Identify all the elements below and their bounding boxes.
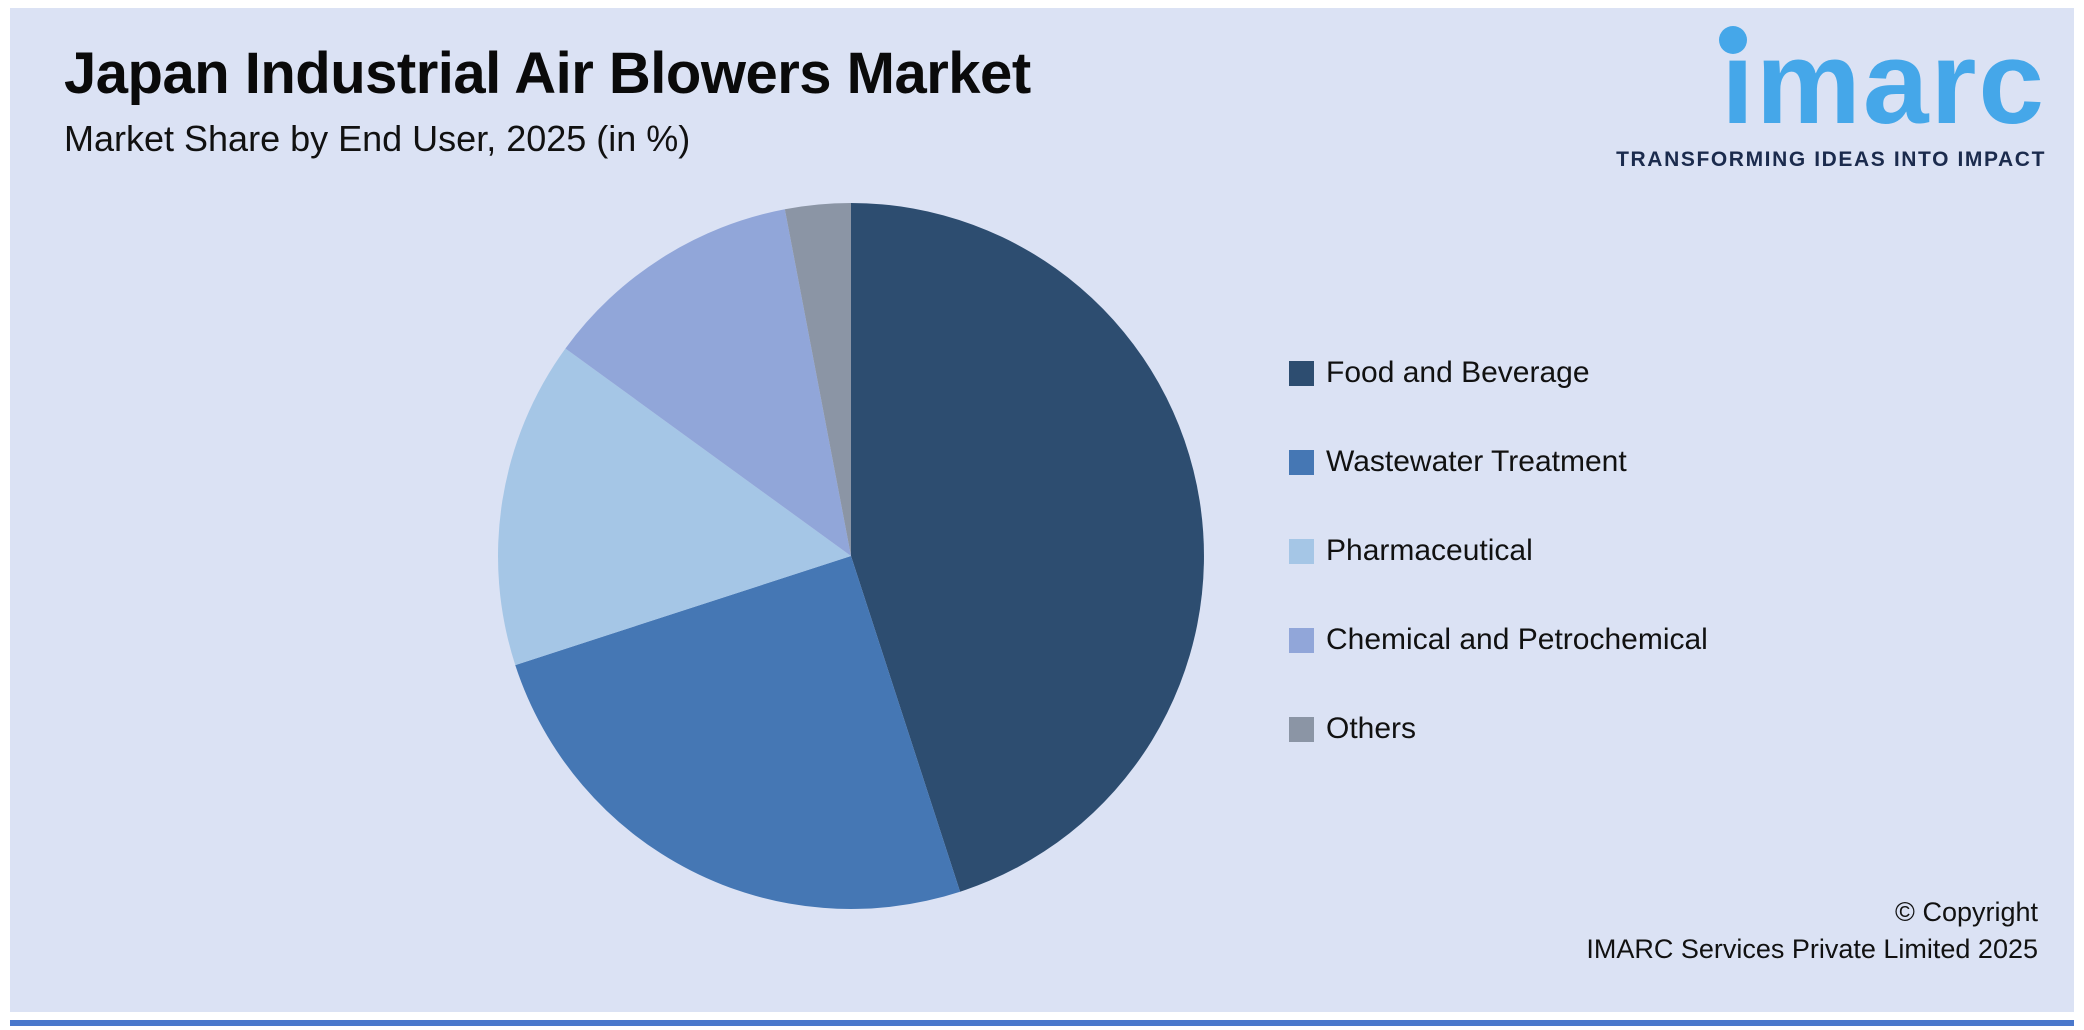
pie-chart [498,203,1204,909]
legend-label-chemical-and-petrochemical: Chemical and Petrochemical [1326,623,1708,656]
legend-item-chemical-and-petrochemical: Chemical and Petrochemical [1289,623,1708,657]
logo-dot-icon [1719,26,1748,54]
pie-slice-others [784,203,851,556]
legend-label-food-and-beverage: Food and Beverage [1326,356,1590,389]
legend-swatch-chemical-and-petrochemical [1289,627,1314,653]
legend-label-others: Others [1326,712,1417,745]
pie-slice-food-and-beverage [851,203,1204,892]
chart-legend: Food and Beverage Wastewater Treatment P… [1289,356,1708,746]
pie-slice-wastewater-treatment [515,556,961,909]
pie-chart-container [498,203,1204,909]
legend-swatch-food-and-beverage [1289,360,1314,386]
legend-item-food-and-beverage: Food and Beverage [1289,356,1708,390]
pie-slice-chemical-and-petrochemical [565,209,851,556]
pie-slice-pharmaceutical [498,348,851,666]
legend-item-pharmaceutical: Pharmaceutical [1289,534,1708,568]
legend-swatch-wastewater-treatment [1289,449,1314,475]
legend-item-wastewater-treatment: Wastewater Treatment [1289,445,1708,479]
logo-brand-text: ımarc [1719,24,2046,142]
bottom-accent-line [10,1020,2074,1026]
legend-swatch-others [1289,716,1314,742]
legend-item-others: Others [1289,712,1708,746]
content-panel: Japan Industrial Air Blowers Market Mark… [10,8,2074,1012]
logo-brand-letters: ımarc [1721,17,2046,149]
copyright-notice: © Copyright IMARC Services Private Limit… [1586,894,2038,969]
imarc-logo: ımarc TRANSFORMING IDEAS INTO IMPACT [1606,24,2046,172]
page-title: Japan Industrial Air Blowers Market [64,41,1031,106]
copyright-line1: © Copyright [1895,896,2038,927]
logo-tagline: TRANSFORMING IDEAS INTO IMPACT [1616,148,2046,171]
page-subtitle: Market Share by End User, 2025 (in %) [64,118,691,159]
copyright-line2: IMARC Services Private Limited 2025 [1586,933,2038,964]
legend-swatch-pharmaceutical [1289,538,1314,564]
legend-label-wastewater-treatment: Wastewater Treatment [1326,445,1627,478]
legend-label-pharmaceutical: Pharmaceutical [1326,534,1533,567]
